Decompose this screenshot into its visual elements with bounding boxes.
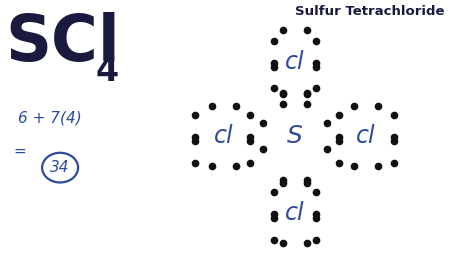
Text: cl: cl [285, 201, 305, 225]
Text: 34: 34 [50, 160, 70, 175]
Text: S: S [287, 124, 303, 148]
Text: cl: cl [214, 124, 234, 148]
Text: 4: 4 [95, 55, 118, 88]
Text: SCl: SCl [5, 12, 120, 74]
Text: Sulfur Tetrachloride: Sulfur Tetrachloride [295, 5, 445, 18]
Text: cl: cl [285, 50, 305, 74]
Text: cl: cl [356, 124, 376, 148]
Text: 6 + 7(4): 6 + 7(4) [18, 110, 82, 125]
Text: =: = [14, 144, 27, 159]
